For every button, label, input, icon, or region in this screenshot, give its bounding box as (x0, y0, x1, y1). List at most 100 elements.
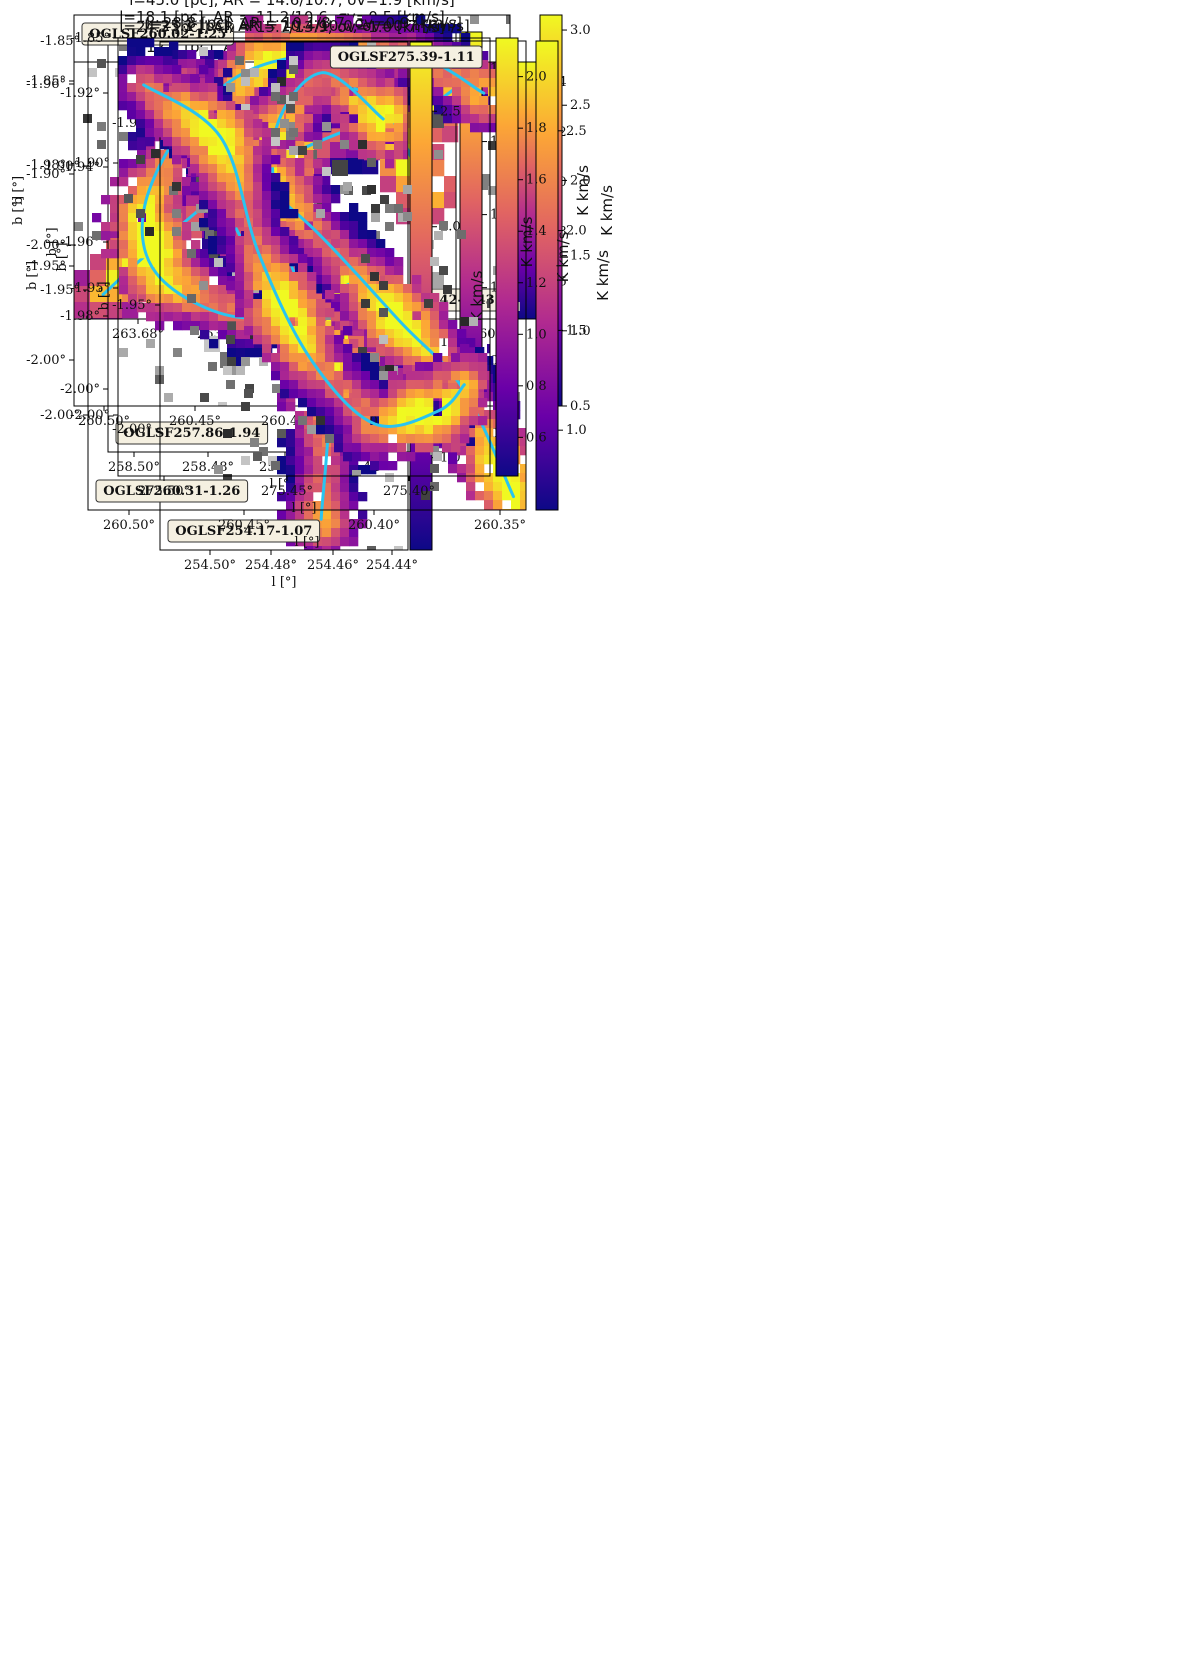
map-pixel (245, 87, 255, 97)
map-pixel (236, 339, 246, 349)
map-pixel (254, 15, 264, 25)
map-pixel (470, 114, 480, 124)
map-pixel (452, 87, 462, 97)
map-pixel (380, 276, 390, 286)
map-pixel (313, 42, 323, 52)
y-tick-label: -2.00° (70, 408, 110, 423)
background-pixel (241, 357, 250, 366)
map-pixel (308, 24, 318, 34)
map-pixel (322, 78, 332, 88)
map-pixel (146, 168, 156, 178)
background-pixel (172, 182, 181, 191)
map-pixel (326, 24, 336, 34)
background-pixel (488, 141, 497, 150)
map-pixel (182, 276, 192, 286)
filament-id-label: OGLSF275.39-1.11 (329, 45, 483, 69)
map-pixel (295, 132, 305, 142)
map-pixel (376, 132, 386, 142)
background-pixel (271, 137, 280, 146)
background-pixel (289, 92, 298, 101)
map-pixel (277, 87, 287, 97)
map-pixel (218, 321, 228, 331)
map-pixel (172, 155, 182, 165)
map-pixel (173, 285, 183, 295)
y-axis-label: b [°] (11, 196, 26, 225)
filament-id-text: OGLSF275.39-1.11 (338, 50, 475, 65)
y-tick-label: -1.96° (26, 77, 66, 92)
map-pixel (250, 294, 260, 304)
map-pixel (286, 51, 296, 61)
background-pixel (214, 258, 223, 267)
map-pixel (227, 51, 237, 61)
y-tick-label: -1.96° (60, 235, 100, 250)
map-pixel (304, 159, 314, 169)
map-pixel (277, 69, 287, 79)
map-pixel (349, 78, 359, 88)
map-pixel (290, 24, 300, 34)
map-pixel (479, 105, 489, 115)
map-pixel (295, 105, 305, 115)
map-pixel (146, 303, 156, 313)
background-pixel (376, 366, 385, 375)
map-pixel (110, 177, 120, 187)
background-pixel (385, 204, 394, 213)
map-pixel (281, 42, 291, 52)
map-pixel (340, 339, 350, 349)
map-pixel (236, 357, 246, 367)
map-pixel (304, 114, 314, 124)
map-pixel (304, 150, 314, 160)
background-pixel (316, 209, 325, 218)
map-pixel (331, 96, 341, 106)
map-pixel (394, 123, 404, 133)
map-pixel (218, 60, 228, 70)
map-pixel (385, 87, 395, 97)
map-pixel (443, 114, 453, 124)
map-pixel (236, 78, 246, 88)
map-pixel (344, 24, 354, 34)
map-pixel (470, 87, 480, 97)
map-pixel (322, 96, 332, 106)
background-pixel (245, 384, 254, 393)
map-pixel (358, 132, 368, 142)
map-pixel (127, 38, 137, 48)
map-pixel (250, 105, 260, 115)
map-pixel (434, 69, 444, 79)
y-tick-label: -1.98° (60, 309, 100, 324)
map-pixel (263, 78, 273, 88)
map-pixel (191, 267, 201, 277)
background-pixel (236, 366, 245, 375)
background-pixel (235, 56, 244, 65)
map-pixel (380, 24, 390, 34)
map-pixel (461, 87, 471, 97)
map-pixel (227, 330, 237, 340)
map-pixel (313, 132, 323, 142)
map-pixel (182, 249, 192, 259)
map-pixel (164, 258, 174, 268)
map-pixel (137, 168, 147, 178)
map-pixel (236, 348, 246, 358)
map-pixel (146, 195, 156, 205)
map-pixel (259, 87, 269, 97)
map-pixel (119, 285, 129, 295)
background-pixel (434, 150, 443, 159)
x-tick-label: 260.50° (78, 414, 130, 429)
map-pixel (200, 249, 210, 259)
map-pixel (236, 330, 246, 340)
map-pixel (128, 267, 138, 277)
map-pixel (200, 321, 210, 331)
map-pixel (245, 24, 255, 34)
background-pixel (146, 339, 155, 348)
map-pixel (335, 15, 345, 25)
map-pixel (385, 132, 395, 142)
map-pixel (313, 51, 323, 61)
map-pixel (146, 249, 156, 259)
panel-title: l=45.0 [pc], AR = 14.6/10.7, σv=1.9 [km/… (129, 0, 455, 9)
map-pixel (190, 182, 200, 192)
map-pixel (218, 330, 228, 340)
map-pixel (119, 168, 129, 178)
background-pixel (223, 366, 232, 375)
map-pixel (353, 321, 363, 331)
map-pixel (367, 132, 377, 142)
map-pixel (173, 276, 183, 286)
map-pixel (488, 78, 498, 88)
